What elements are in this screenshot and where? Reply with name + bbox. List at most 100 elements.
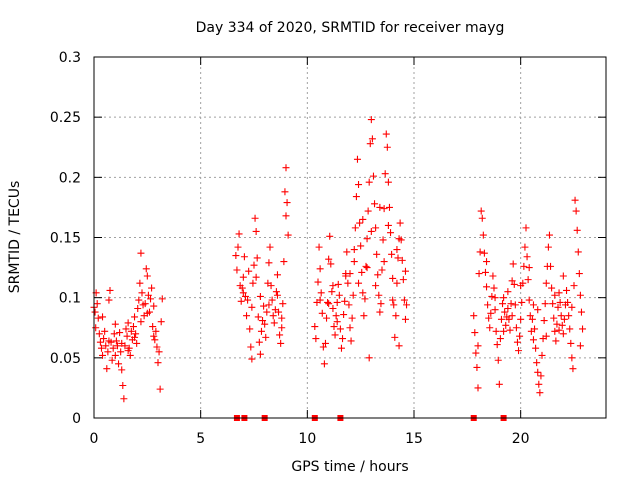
- data-point: [321, 339, 329, 347]
- data-point: [257, 327, 265, 335]
- data-point: [384, 178, 392, 186]
- data-point: [117, 348, 125, 356]
- data-point: [118, 339, 126, 347]
- data-point: [267, 282, 275, 290]
- data-point: [282, 212, 290, 220]
- data-point: [254, 313, 262, 321]
- data-point: [134, 304, 142, 312]
- data-point: [483, 283, 491, 291]
- data-point: [528, 315, 536, 323]
- data-point: [383, 143, 391, 151]
- data-point: [120, 395, 128, 403]
- data-point: [376, 308, 384, 316]
- data-point: [504, 288, 512, 296]
- data-point: [256, 292, 264, 300]
- data-point: [241, 292, 249, 300]
- data-point: [104, 348, 112, 356]
- data-point: [522, 224, 530, 232]
- data-point: [541, 300, 549, 308]
- data-point: [532, 344, 540, 352]
- data-point: [234, 243, 242, 251]
- data-point: [323, 314, 331, 322]
- data-point: [563, 286, 571, 294]
- data-point: [283, 199, 291, 207]
- data-point: [255, 338, 263, 346]
- data-point: [237, 297, 245, 305]
- data-point: [248, 355, 256, 363]
- x-tick-label: 10: [298, 431, 316, 447]
- data-point: [505, 315, 513, 323]
- data-point: [244, 296, 252, 304]
- data-point: [265, 301, 273, 309]
- data-point: [568, 303, 576, 311]
- data-point: [392, 312, 400, 320]
- data-point: [327, 260, 335, 268]
- data-point: [478, 214, 486, 222]
- y-axis-label: SRMTID / TECUs: [7, 181, 23, 294]
- data-point: [122, 325, 130, 333]
- data-point: [260, 302, 268, 310]
- data-point: [105, 337, 113, 345]
- data-point: [495, 380, 503, 388]
- data-point: [526, 312, 534, 320]
- data-point: [316, 265, 324, 273]
- data-point: [347, 337, 355, 345]
- data-point: [152, 327, 160, 335]
- x-tick-label: 15: [405, 431, 423, 447]
- data-point: [554, 303, 562, 311]
- data-point: [389, 274, 397, 282]
- data-point: [239, 289, 247, 297]
- data-point: [150, 302, 158, 310]
- data-point: [534, 368, 542, 376]
- data-point: [491, 306, 499, 314]
- data-point: [343, 248, 351, 256]
- data-point: [256, 350, 264, 358]
- data-point: [473, 363, 481, 371]
- data-point: [270, 319, 278, 327]
- data-point: [261, 320, 269, 328]
- data-point: [362, 262, 370, 270]
- data-point: [363, 264, 371, 272]
- data-point: [579, 325, 587, 333]
- data-point: [355, 279, 363, 287]
- y-tick-label: 0.3: [59, 50, 81, 66]
- data-point: [235, 230, 243, 238]
- data-point: [110, 330, 118, 338]
- data-point: [359, 289, 367, 297]
- data-point: [400, 296, 408, 304]
- data-point: [566, 325, 574, 333]
- data-point: [538, 351, 546, 359]
- data-point: [111, 320, 119, 328]
- data-point: [369, 172, 377, 180]
- data-point: [506, 326, 514, 334]
- data-point: [137, 249, 145, 257]
- data-point: [375, 291, 383, 299]
- data-point: [509, 260, 517, 268]
- data-point: [364, 207, 372, 215]
- data-point: [521, 243, 529, 251]
- data-point: [99, 351, 107, 359]
- data-point: [259, 317, 267, 325]
- data-marks-layer: [90, 116, 587, 421]
- data-point: [345, 301, 353, 309]
- data-point: [346, 324, 354, 332]
- data-point: [348, 314, 356, 322]
- data-point: [488, 292, 496, 300]
- data-point: [486, 324, 494, 332]
- data-point: [269, 312, 277, 320]
- y-tick-label: 0: [72, 411, 81, 427]
- data-point: [333, 298, 341, 306]
- data-point: [273, 291, 281, 299]
- data-point: [314, 278, 322, 286]
- data-point: [262, 333, 270, 341]
- data-point: [154, 359, 162, 367]
- data-point: [472, 349, 480, 357]
- data-point: [577, 308, 585, 316]
- data-point: [282, 164, 290, 172]
- y-tick-label: 0.15: [50, 231, 81, 247]
- tick-labels-layer: 0 5 10 15 20 0 0.05 0.1 0.15 0.2 0.25 0.3: [50, 50, 530, 447]
- data-point: [278, 324, 286, 332]
- data-point: [129, 323, 137, 331]
- x-tick-label: 20: [512, 431, 530, 447]
